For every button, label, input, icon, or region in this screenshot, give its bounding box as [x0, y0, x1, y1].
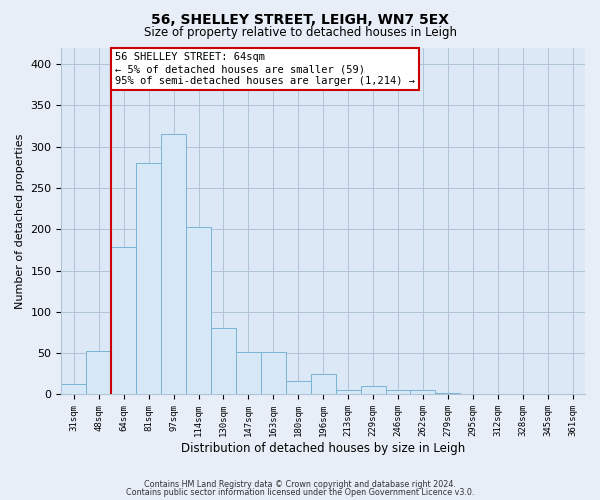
Bar — [136, 163, 161, 394]
Bar — [361, 386, 386, 394]
X-axis label: Distribution of detached houses by size in Leigh: Distribution of detached houses by size … — [181, 442, 466, 455]
Y-axis label: Number of detached properties: Number of detached properties — [15, 134, 25, 308]
Bar — [286, 382, 311, 394]
Text: Contains HM Land Registry data © Crown copyright and database right 2024.: Contains HM Land Registry data © Crown c… — [144, 480, 456, 489]
Bar — [236, 352, 261, 395]
Bar — [61, 384, 86, 394]
Bar — [386, 390, 410, 394]
Bar — [161, 134, 186, 394]
Text: 56, SHELLEY STREET, LEIGH, WN7 5EX: 56, SHELLEY STREET, LEIGH, WN7 5EX — [151, 12, 449, 26]
Bar — [335, 390, 361, 394]
Bar — [111, 248, 136, 394]
Bar — [261, 352, 286, 395]
Bar — [436, 393, 460, 394]
Bar — [186, 227, 211, 394]
Bar — [211, 328, 236, 394]
Text: 56 SHELLEY STREET: 64sqm
← 5% of detached houses are smaller (59)
95% of semi-de: 56 SHELLEY STREET: 64sqm ← 5% of detache… — [115, 52, 415, 86]
Bar — [311, 374, 335, 394]
Text: Contains public sector information licensed under the Open Government Licence v3: Contains public sector information licen… — [126, 488, 474, 497]
Text: Size of property relative to detached houses in Leigh: Size of property relative to detached ho… — [143, 26, 457, 39]
Bar — [86, 350, 111, 395]
Bar — [410, 390, 436, 394]
